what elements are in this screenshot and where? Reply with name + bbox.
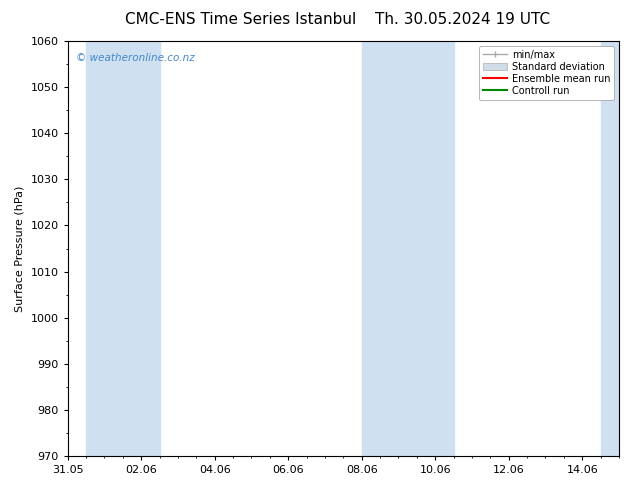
Y-axis label: Surface Pressure (hPa): Surface Pressure (hPa) xyxy=(15,185,25,312)
Text: © weatheronline.co.nz: © weatheronline.co.nz xyxy=(76,53,195,64)
Text: Th. 30.05.2024 19 UTC: Th. 30.05.2024 19 UTC xyxy=(375,12,550,27)
Bar xyxy=(86,41,160,456)
Bar xyxy=(600,41,634,456)
Text: CMC-ENS Time Series Istanbul: CMC-ENS Time Series Istanbul xyxy=(126,12,356,27)
Legend: min/max, Standard deviation, Ensemble mean run, Controll run: min/max, Standard deviation, Ensemble me… xyxy=(479,46,614,99)
Bar xyxy=(362,41,453,456)
